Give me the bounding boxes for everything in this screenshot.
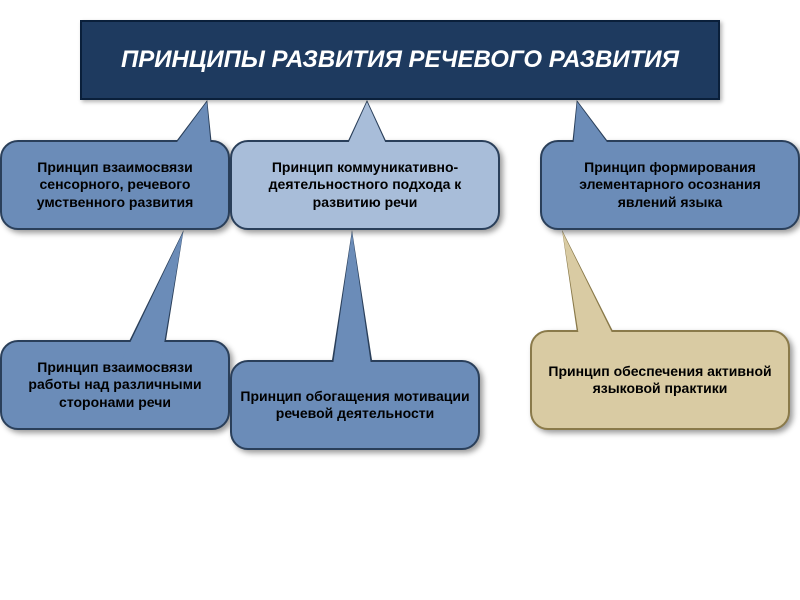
title-text: ПРИНЦИПЫ РАЗВИТИЯ РЕЧЕВОГО РАЗВИТИЯ bbox=[121, 46, 679, 75]
callout-tail bbox=[332, 232, 372, 372]
callout-tail bbox=[121, 232, 203, 362]
callout-c3: Принцип формирования элементарного осозн… bbox=[540, 140, 800, 230]
callout-c2: Принцип коммуникативно-деятельностного п… bbox=[230, 140, 500, 230]
callout-label: Принцип взаимосвязи сенсорного, речевого… bbox=[10, 159, 220, 212]
callout-c6: Принцип обеспечения активной языковой пр… bbox=[530, 330, 790, 430]
callout-tail bbox=[543, 232, 622, 352]
callout-label: Принцип коммуникативно-деятельностного п… bbox=[240, 159, 490, 212]
callout-tail bbox=[162, 102, 231, 162]
callout-c5: Принцип обогащения мотивации речевой дея… bbox=[230, 360, 480, 450]
callout-label: Принцип обеспечения активной языковой пр… bbox=[540, 363, 780, 398]
callout-tail bbox=[552, 102, 621, 162]
callout-label: Принцип взаимосвязи работы над различным… bbox=[10, 359, 220, 412]
title-banner: ПРИНЦИПЫ РАЗВИТИЯ РЕЧЕВОГО РАЗВИТИЯ bbox=[80, 20, 720, 100]
callout-c1: Принцип взаимосвязи сенсорного, речевого… bbox=[0, 140, 230, 230]
callout-c4: Принцип взаимосвязи работы над различным… bbox=[0, 340, 230, 430]
callout-label: Принцип обогащения мотивации речевой дея… bbox=[240, 388, 470, 423]
callout-label: Принцип формирования элементарного осозн… bbox=[550, 159, 790, 212]
callout-tail bbox=[342, 102, 392, 157]
